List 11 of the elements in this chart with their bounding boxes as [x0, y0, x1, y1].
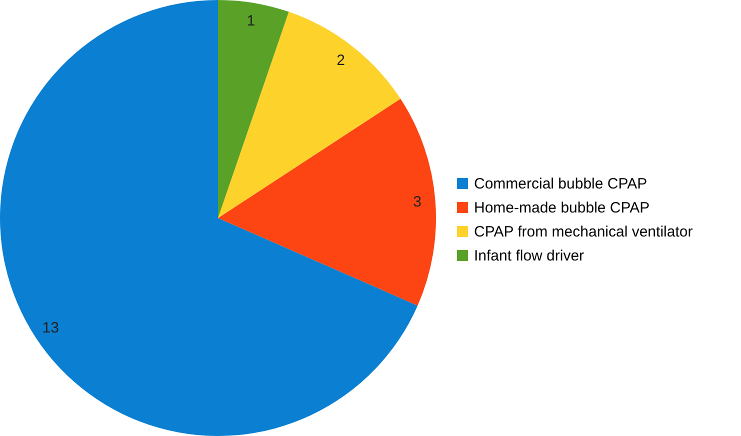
- legend-label: Commercial bubble CPAP: [474, 176, 648, 192]
- legend-label: Infant flow driver: [474, 248, 584, 264]
- pie-slice: [218, 0, 289, 218]
- data-label: 3: [413, 193, 422, 210]
- legend-label: Home-made bubble CPAP: [474, 200, 650, 216]
- legend-label: CPAP from mechanical ventilator: [474, 224, 693, 240]
- pie-slice: [218, 98, 436, 306]
- data-label: 2: [336, 52, 346, 70]
- pie-slice: [218, 12, 400, 218]
- data-label: 1: [246, 12, 256, 30]
- data-label: 13: [42, 319, 59, 336]
